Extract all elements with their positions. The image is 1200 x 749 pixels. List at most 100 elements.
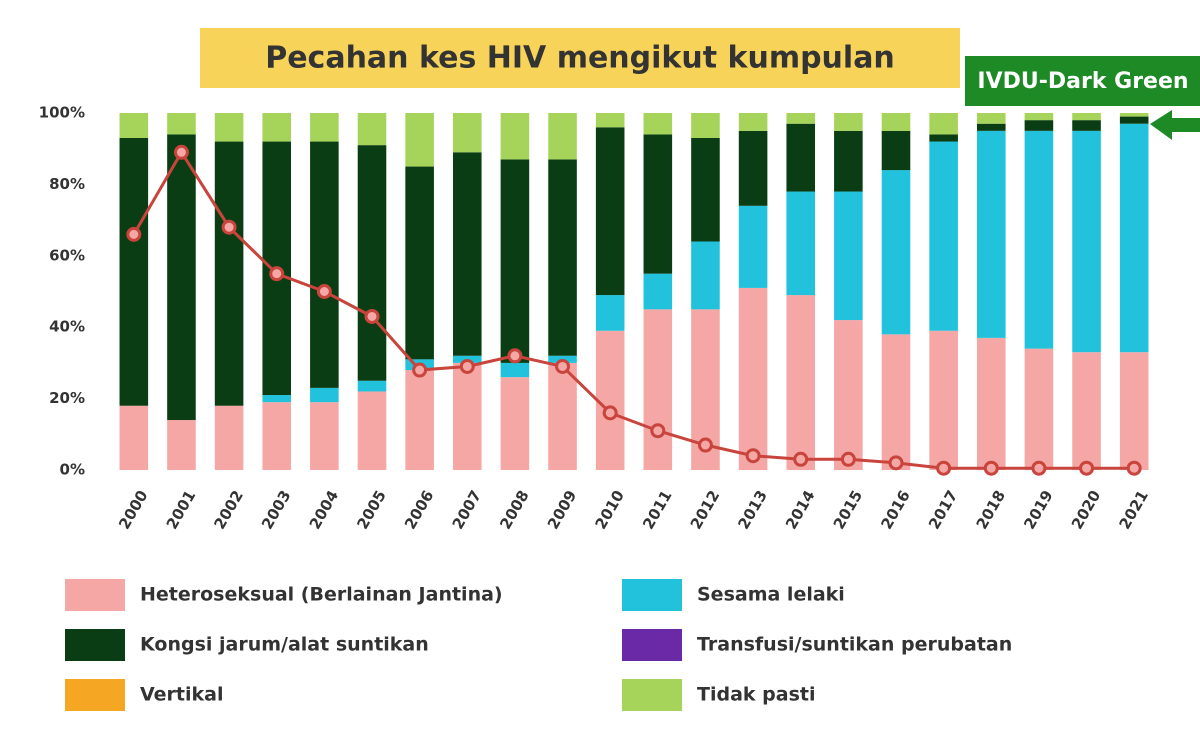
bar-segment xyxy=(1072,113,1101,121)
bar-segment xyxy=(595,113,625,128)
bar-segment xyxy=(452,113,482,153)
bar-segment xyxy=(691,113,720,138)
trend-point xyxy=(983,460,999,476)
bar-segment xyxy=(357,380,387,392)
bar-segment xyxy=(834,191,863,321)
bar-segment xyxy=(643,309,673,470)
bar-segment xyxy=(595,127,625,296)
bar-segment xyxy=(500,362,530,378)
x-tick-label: 2008 xyxy=(496,487,532,532)
bar-segment xyxy=(1024,130,1054,349)
trend-point xyxy=(888,455,904,471)
bar-segment xyxy=(357,113,387,146)
legend-swatch xyxy=(65,629,125,661)
x-tick-label: 2017 xyxy=(925,487,961,532)
x-tick-label: 2000 xyxy=(115,487,151,532)
chart-title: Pecahan kes HIV mengikut kumpulan xyxy=(265,41,895,76)
bar-segment xyxy=(786,113,816,124)
x-tick-label: 2016 xyxy=(877,487,913,532)
bar-segment xyxy=(595,295,625,331)
x-tick-label: 2002 xyxy=(210,487,246,532)
bar-segment xyxy=(1072,352,1101,470)
bar-segment xyxy=(881,170,911,335)
bar-segment xyxy=(881,130,911,171)
bar-segment xyxy=(691,241,720,310)
y-tick-label: 60% xyxy=(49,246,85,264)
bar-segment xyxy=(405,113,434,167)
x-tick-label: 2015 xyxy=(830,487,866,532)
legend-swatch xyxy=(65,579,125,611)
bar-segment xyxy=(548,362,577,470)
bar-segment xyxy=(167,420,196,470)
bar-segment xyxy=(405,166,434,360)
trend-point xyxy=(745,448,761,464)
legend-label: Transfusi/suntikan perubatan xyxy=(697,634,1012,656)
bar-segment xyxy=(881,334,911,470)
x-tick-label: 2013 xyxy=(734,487,770,532)
x-tick-label: 2004 xyxy=(306,487,342,532)
trend-line xyxy=(132,149,1135,470)
bar-segment xyxy=(976,123,1006,131)
bar-segment xyxy=(738,130,768,206)
bar-segment xyxy=(1119,116,1149,124)
trend-point xyxy=(507,348,523,364)
x-tick-label: 2020 xyxy=(1068,487,1104,532)
bar-segment xyxy=(214,141,244,406)
legend-swatch xyxy=(622,629,682,661)
bar-segment xyxy=(786,191,816,296)
legend-label: Vertikal xyxy=(140,684,224,706)
bar-segment xyxy=(1119,113,1149,117)
trend-point xyxy=(936,460,952,476)
bar-segment xyxy=(119,405,149,470)
bar-segment xyxy=(167,113,196,135)
bar-segment xyxy=(976,337,1006,470)
trend-point xyxy=(412,362,428,378)
bar-segment xyxy=(310,402,339,470)
y-tick-label: 0% xyxy=(60,461,85,479)
bar-segment xyxy=(262,395,292,403)
bar-segment xyxy=(119,137,149,406)
bar-segment xyxy=(1024,113,1054,121)
bar-segment xyxy=(976,130,1006,338)
trend-point xyxy=(1031,460,1047,476)
trend-point xyxy=(840,451,856,467)
x-tick-label: 2005 xyxy=(353,487,389,532)
bar-segment xyxy=(167,134,196,421)
annotation: IVDU-Dark Green xyxy=(977,69,1188,94)
bar-segment xyxy=(405,370,434,470)
trend-point xyxy=(269,266,285,282)
y-tick-label: 80% xyxy=(49,175,85,193)
bar-segment xyxy=(357,145,387,381)
bar-segment xyxy=(834,113,863,131)
y-tick-label: 40% xyxy=(49,318,85,336)
bar-segment xyxy=(834,320,863,470)
bar-segment xyxy=(310,387,339,403)
trend-point xyxy=(1126,460,1142,476)
bar-segment xyxy=(262,113,292,142)
trend-point xyxy=(173,144,189,160)
bar-segment xyxy=(1119,352,1149,470)
bar-segment xyxy=(310,141,339,388)
bar-segment xyxy=(881,113,911,131)
bar-segment xyxy=(786,295,816,470)
bar-segment xyxy=(738,287,768,470)
x-tick-label: 2012 xyxy=(687,487,723,532)
bar-segment xyxy=(738,113,768,131)
bar-segment xyxy=(500,159,530,363)
bar-segment xyxy=(643,273,673,310)
bar-segment xyxy=(500,113,530,160)
bar-segment xyxy=(1119,123,1149,353)
trend-point xyxy=(316,284,332,299)
x-tick-label: 2003 xyxy=(258,487,294,532)
bar-segment xyxy=(310,113,339,142)
bar-segment xyxy=(1024,120,1054,131)
bar-segment xyxy=(643,134,673,274)
bar-segment xyxy=(929,134,958,142)
legend-label: Tidak pasti xyxy=(697,684,815,706)
trend-point xyxy=(793,451,809,467)
trend-point xyxy=(364,308,380,324)
bar-segment xyxy=(976,113,1006,124)
bar-segment xyxy=(834,130,863,192)
x-tick-label: 2019 xyxy=(1020,487,1056,532)
